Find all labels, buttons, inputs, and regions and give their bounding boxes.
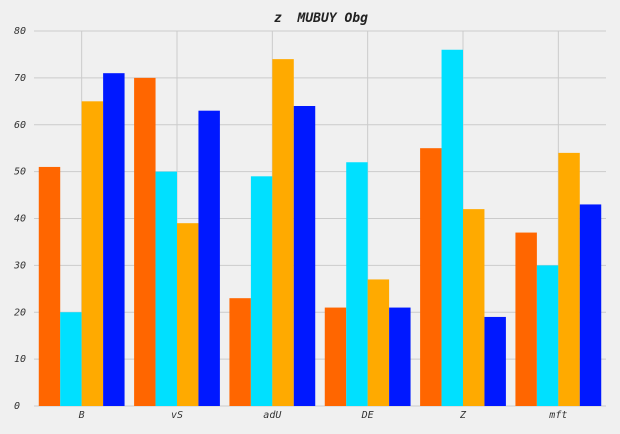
y-tick-label: 50 [14, 167, 26, 178]
bar-vS-series-3 [177, 223, 199, 406]
bar-B-series-1 [38, 166, 61, 406]
x-tick-label: mft [548, 410, 567, 421]
bar-mft-series-3 [558, 152, 580, 406]
bar-adU-series-3 [272, 59, 294, 406]
bar-Z-series-2 [441, 49, 463, 406]
bar-DE-series-3 [367, 279, 390, 406]
bar-vS-series-1 [134, 77, 156, 406]
bar-Z-series-1 [420, 148, 442, 406]
bar-Z-series-3 [463, 209, 485, 406]
y-tick-label: 0 [14, 401, 20, 412]
x-tick-label: adU [263, 410, 282, 421]
y-tick-label: 60 [14, 120, 26, 131]
bar-mft-series-2 [536, 265, 559, 406]
y-tick-label: 70 [14, 73, 26, 84]
bar-Z-series-4 [484, 316, 506, 406]
x-tick-label: Z [459, 410, 467, 421]
bars [38, 49, 602, 406]
bar-mft-series-4 [579, 204, 602, 406]
chart-title: z MUBUY Obg [274, 11, 368, 26]
x-tick-label: vS [171, 410, 183, 421]
y-tick-label: 10 [14, 354, 26, 365]
x-tick-label: DE [361, 410, 374, 421]
bar-vS-series-4 [198, 110, 220, 406]
y-tick-label: 20 [14, 307, 26, 318]
bar-adU-series-1 [229, 298, 251, 406]
x-tick-label: B [79, 410, 85, 421]
y-tick-label: 40 [14, 214, 26, 225]
bar-vS-series-2 [155, 171, 177, 406]
bar-B-series-2 [60, 312, 82, 406]
bar-DE-series-1 [324, 307, 347, 406]
y-tick-label: 80 [14, 26, 26, 37]
bar-mft-series-1 [515, 232, 537, 406]
y-axis-ticks: 0 10 20 30 40 50 60 70 80 [13, 26, 26, 412]
y-tick-label: 30 [13, 260, 26, 271]
bar-B-series-3 [81, 101, 104, 406]
bar-adU-series-2 [250, 176, 273, 406]
bar-B-series-4 [103, 73, 125, 406]
bar-adU-series-4 [293, 106, 316, 406]
bar-DE-series-4 [389, 307, 411, 406]
bar-DE-series-2 [346, 162, 368, 406]
